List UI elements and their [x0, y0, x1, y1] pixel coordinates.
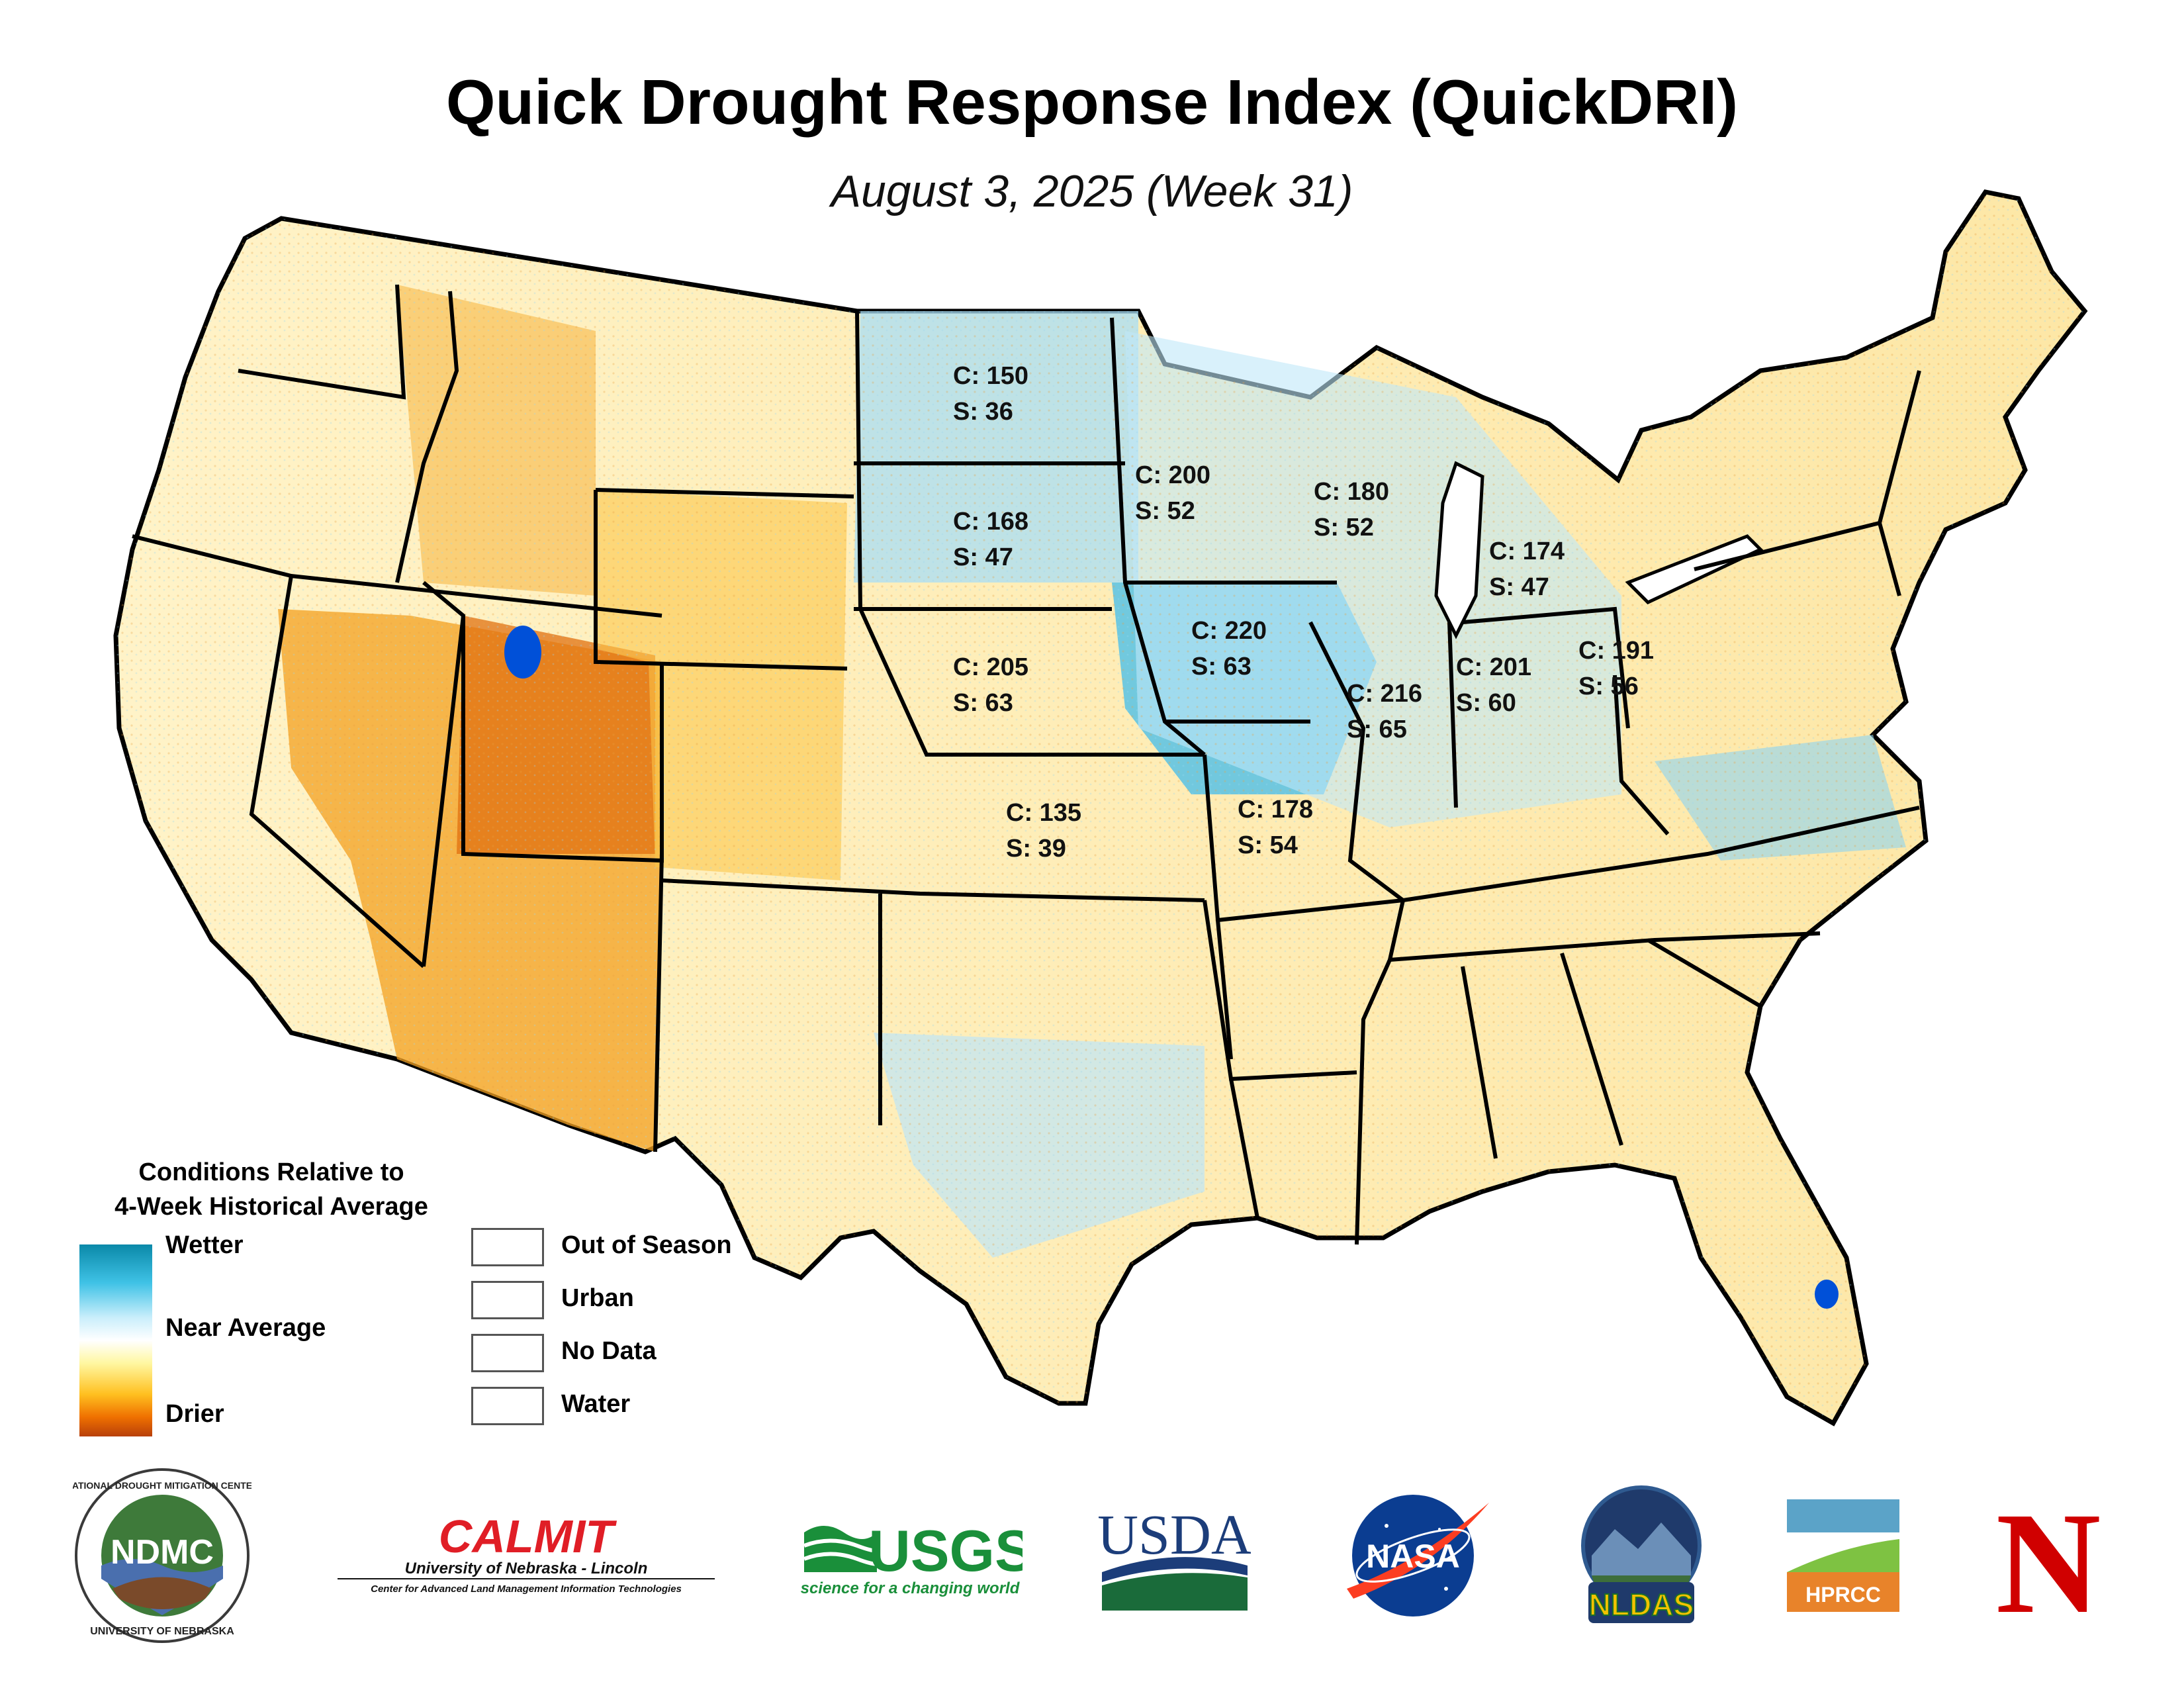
- north-dakota-c-value: C: 150: [953, 362, 1028, 390]
- ndmc-logo-text: NDMC: [111, 1533, 214, 1571]
- kansas-s-value: S: 39: [1006, 835, 1066, 863]
- michigan-s-value: S: 47: [1489, 573, 1549, 601]
- nebraska-c-value: C: 205: [953, 653, 1028, 681]
- indiana-c-value: C: 201: [1456, 653, 1531, 681]
- map-subtitle: August 3, 2025 (Week 31): [831, 166, 1353, 216]
- indiana-s-value: S: 60: [1456, 689, 1516, 717]
- conus-drought-map: C: 150 S: 36 C: 168 S: 47 C: 205 S: 63 C: 135 S…: [113, 189, 2088, 1427]
- ndmc-logo: NDMC NATIONAL DROUGHT MITIGATION CENTER …: [66, 1466, 259, 1645]
- legend-near-average-label: Near Average: [165, 1314, 326, 1342]
- legend-water-label: Water: [561, 1390, 631, 1418]
- minnesota-s-value: S: 52: [1135, 497, 1195, 525]
- nasa-logo: NASA: [1340, 1489, 1492, 1622]
- south-dakota-c-value: C: 168: [953, 508, 1028, 536]
- ndmc-ring-top-text: NATIONAL DROUGHT MITIGATION CENTER: [73, 1480, 251, 1491]
- calmit-line2: Center for Advanced Land Management Info…: [371, 1583, 682, 1595]
- calmit-line1: University of Nebraska - Lincoln: [405, 1560, 648, 1577]
- conus-texture: [116, 192, 2085, 1423]
- michigan-c-value: C: 174: [1489, 538, 1565, 565]
- state-boundaries: [132, 284, 1921, 1245]
- calmit-logo: CALMIT University of Nebraska - Lincoln …: [331, 1511, 721, 1599]
- hprcc-logo: HPRCC: [1787, 1499, 1899, 1612]
- legend-drier-label: Drier: [165, 1400, 224, 1428]
- legend-out-of-season-label: Out of Season: [561, 1231, 732, 1259]
- hprcc-logo-text: HPRCC: [1805, 1583, 1881, 1607]
- wisconsin-s-value: S: 52: [1314, 514, 1374, 541]
- calmit-logo-text: CALMIT: [439, 1513, 617, 1562]
- usgs-logo: USGS science for a changing world: [797, 1506, 1034, 1599]
- legend-no-data-label: No Data: [561, 1337, 657, 1365]
- great-salt-lake: [504, 626, 541, 679]
- iowa-c-value: C: 220: [1191, 617, 1267, 645]
- nldas-logo: NLDAS: [1575, 1483, 1707, 1628]
- nasa-logo-text: NASA: [1366, 1538, 1460, 1575]
- legend-urban-label: Urban: [561, 1284, 634, 1312]
- kansas-c-value: C: 135: [1006, 799, 1081, 827]
- ohio-s-value: S: 56: [1578, 673, 1639, 700]
- state-statistic-labels: C: 150 S: 36 C: 168 S: 47 C: 205 S: 63 C: 135 S…: [953, 362, 1654, 863]
- minnesota-c-value: C: 200: [1135, 461, 1210, 489]
- legend-swatch-water: [471, 1387, 544, 1425]
- legend-swatch-urban: [471, 1281, 544, 1319]
- legend-color-ramp: [79, 1244, 152, 1436]
- missouri-c-value: C: 178: [1238, 796, 1313, 823]
- usgs-logo-text: USGS: [868, 1518, 1023, 1583]
- lake-okeechobee: [1815, 1280, 1839, 1309]
- usgs-tagline: science for a changing world: [801, 1579, 1021, 1597]
- legend-title: Conditions Relative to 4-Week Historical…: [73, 1155, 470, 1224]
- legend-title-line2: 4-Week Historical Average: [114, 1193, 428, 1221]
- illinois-c-value: C: 216: [1347, 680, 1422, 708]
- missouri-s-value: S: 54: [1238, 831, 1298, 859]
- south-dakota-s-value: S: 47: [953, 543, 1013, 571]
- ndmc-ring-bottom-text: UNIVERSITY OF NEBRASKA: [90, 1626, 234, 1637]
- north-dakota-s-value: S: 36: [953, 398, 1013, 426]
- nebraska-logo-text: N: [1996, 1496, 2101, 1622]
- legend-wetter-label: Wetter: [165, 1231, 244, 1259]
- ohio-c-value: C: 191: [1578, 637, 1654, 665]
- iowa-s-value: S: 63: [1191, 653, 1251, 680]
- legend-swatch-no-data: [471, 1334, 544, 1372]
- usda-logo: USDA: [1097, 1499, 1252, 1612]
- legend-title-line1: Conditions Relative to: [138, 1158, 404, 1186]
- nldas-logo-text: NLDAS: [1589, 1587, 1694, 1622]
- map-title: Quick Drought Response Index (QuickDRI): [445, 67, 1739, 138]
- legend-swatch-out-of-season: [471, 1228, 544, 1266]
- usda-logo-text: USDA: [1099, 1503, 1251, 1566]
- wisconsin-c-value: C: 180: [1314, 478, 1389, 506]
- nebraska-s-value: S: 63: [953, 689, 1013, 717]
- illinois-s-value: S: 65: [1347, 716, 1407, 743]
- nebraska-n-logo: N: [1982, 1482, 2115, 1644]
- lake-michigan: [1434, 461, 1484, 639]
